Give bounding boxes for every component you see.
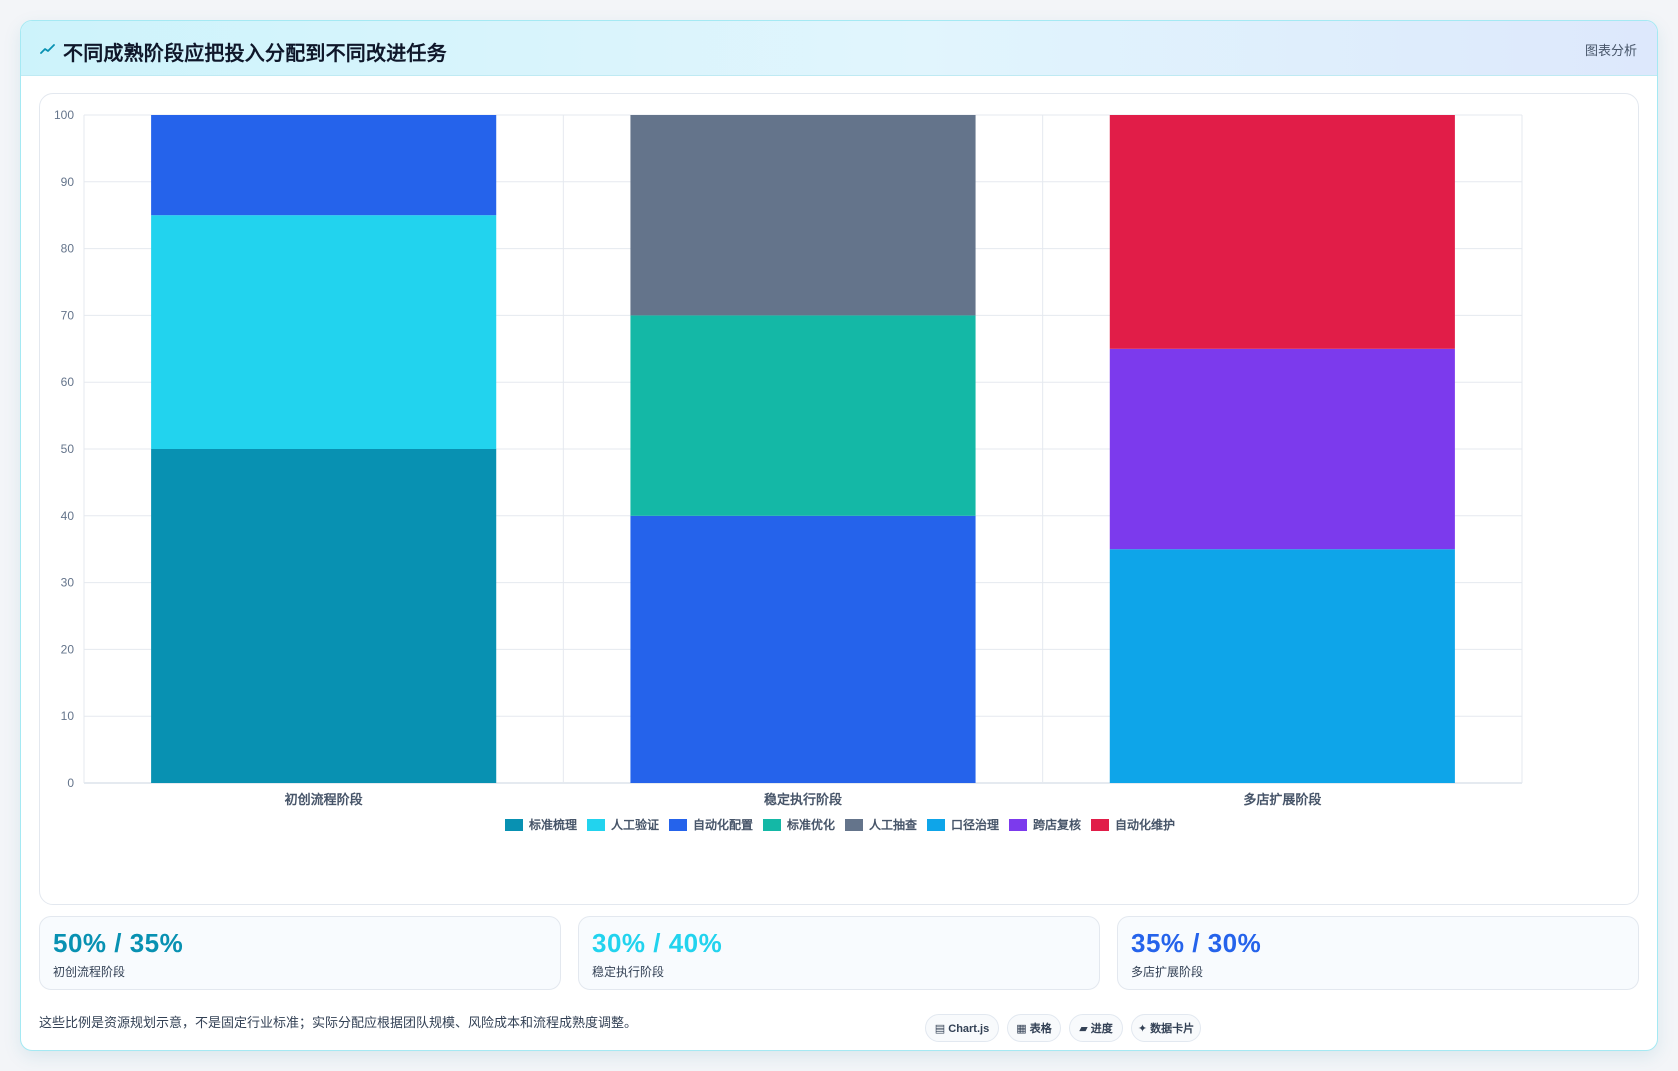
stat-label: 稳定执行阶段 — [592, 965, 665, 979]
sparkle-icon: ✦ — [1137, 1023, 1148, 1035]
y-tick-label: 100 — [54, 108, 74, 122]
bar-segment — [151, 449, 497, 783]
legend-label: 自动化维护 — [1115, 817, 1175, 832]
stat-label: 初创流程阶段 — [53, 965, 126, 979]
x-tick-label: 初创流程阶段 — [285, 792, 363, 807]
y-tick-label: 10 — [61, 709, 75, 723]
legend-swatch — [587, 819, 605, 831]
chart-panel: 0 10 20 30 40 50 60 70 80 90 100 初创流程阶段 稳定执行阶段 多店扩展阶段… — [39, 93, 1639, 905]
bar-segment — [630, 515, 976, 783]
bar-segment — [151, 115, 497, 216]
legend-label: 人工验证 — [611, 817, 659, 832]
legend-swatch — [763, 819, 781, 831]
bar-segment — [1109, 348, 1455, 550]
legend-label: 标准优化 — [786, 817, 835, 832]
y-tick-label: 80 — [61, 242, 75, 256]
pill-table[interactable]: ▦ 表格 — [1007, 1014, 1061, 1042]
stat-card-startup: 50% / 35% 初创流程阶段 — [39, 916, 561, 990]
chart-icon: ▤ — [934, 1023, 946, 1035]
stat-card-expansion: 35% / 30% 多店扩展阶段 — [1117, 916, 1639, 990]
chart-card: 不同成熟阶段应把投入分配到不同改进任务 图表分析 0 10 20 30 40 50 60 70… — [20, 20, 1658, 1051]
bar-segment — [1109, 115, 1455, 349]
y-tick-label: 30 — [61, 576, 75, 590]
stat-value: 50% / 35% — [53, 928, 184, 958]
bar-segment — [630, 315, 976, 516]
table-icon: ▦ — [1016, 1023, 1027, 1035]
pill-chartjs[interactable]: ▤ Chart.js — [925, 1014, 999, 1042]
pill-label: 进度 — [1090, 1023, 1113, 1035]
pill-label: 数据卡片 — [1150, 1023, 1195, 1035]
stat-value: 30% / 40% — [592, 928, 723, 958]
bar-segment — [630, 115, 976, 316]
legend-swatch — [1091, 819, 1109, 831]
chart-analysis-link[interactable]: 图表分析 — [1584, 43, 1637, 58]
trend-line-icon — [40, 44, 55, 54]
bar-segment — [151, 215, 497, 449]
y-tick-label: 50 — [61, 442, 75, 456]
legend-swatch — [1009, 819, 1027, 831]
pill-progress[interactable]: ▰ 进度 — [1069, 1014, 1123, 1042]
legend-swatch — [669, 819, 687, 831]
y-tick-label: 0 — [67, 776, 74, 790]
legend-label: 标准梳理 — [528, 817, 577, 832]
y-tick-label: 20 — [61, 642, 75, 656]
page-title: 不同成熟阶段应把投入分配到不同改进任务 — [63, 43, 447, 65]
pill-label: 表格 — [1029, 1023, 1052, 1035]
stat-card-stable: 30% / 40% 稳定执行阶段 — [578, 916, 1100, 990]
x-tick-label: 稳定执行阶段 — [764, 792, 842, 807]
legend-label: 跨店复核 — [1033, 817, 1081, 832]
legend-label: 人工抽查 — [869, 817, 918, 832]
stacked-bar-chart: 0 10 20 30 40 50 60 70 80 90 100 初创流程阶段 稳定执行阶段 多店扩展阶段… — [54, 108, 1523, 832]
y-tick-label: 40 — [61, 509, 75, 523]
legend-swatch — [505, 819, 523, 831]
legend-swatch — [845, 819, 863, 831]
y-tick-label: 60 — [61, 375, 75, 389]
y-tick-label: 70 — [61, 308, 75, 322]
pill-label: Chart.js — [948, 1023, 990, 1035]
stat-value: 35% / 30% — [1131, 928, 1262, 958]
pill-data-card[interactable]: ✦ 数据卡片 — [1131, 1014, 1201, 1042]
x-tick-label: 多店扩展阶段 — [1243, 792, 1321, 807]
legend-label: 自动化配置 — [693, 817, 753, 832]
stat-cards: 50% / 35% 初创流程阶段 30% / 40% 稳定执行阶段 35% / … — [39, 916, 1639, 990]
y-tick-label: 90 — [61, 175, 75, 189]
progress-icon: ▰ — [1079, 1023, 1088, 1035]
stat-label: 多店扩展阶段 — [1131, 965, 1204, 979]
card-header: 不同成熟阶段应把投入分配到不同改进任务 图表分析 — [21, 21, 1657, 76]
bar-segment — [1109, 549, 1455, 783]
legend-swatch — [927, 819, 945, 831]
footnote: 这些比例是资源规划示意，不是固定行业标准；实际分配应根据团队规模、风险成本和流程… — [39, 1015, 638, 1030]
legend-label: 口径治理 — [951, 817, 999, 832]
